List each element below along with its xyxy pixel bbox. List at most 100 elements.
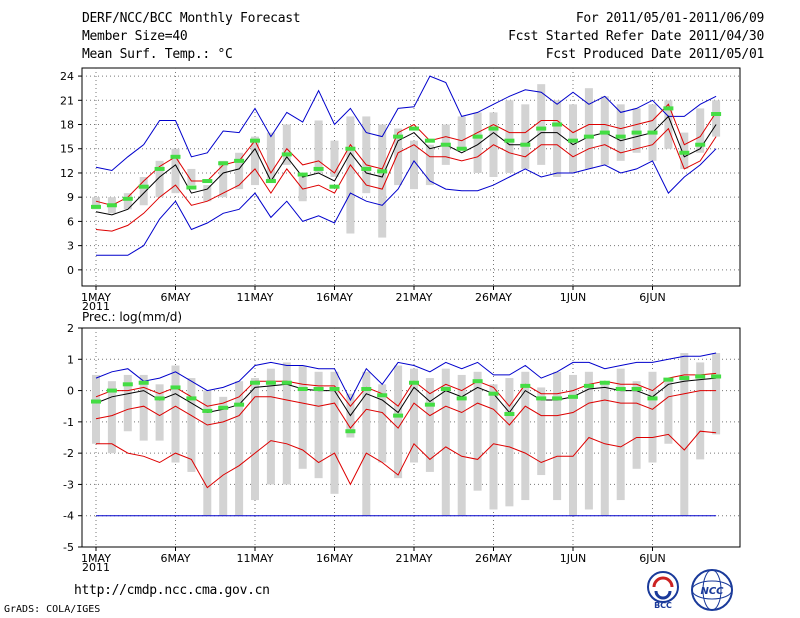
- lower-spread-line: [95, 127, 717, 232]
- ensemble-box: [139, 177, 148, 206]
- ensemble-box: [712, 353, 721, 435]
- ensemble-box: [219, 160, 228, 198]
- median-marker: [393, 413, 404, 418]
- ensemble-box: [712, 100, 721, 137]
- ensemble-box: [489, 384, 498, 510]
- ensemble-box: [378, 384, 387, 463]
- median-marker: [218, 405, 229, 410]
- member-size-label: Member Size=40: [82, 29, 188, 44]
- median-marker: [568, 138, 578, 143]
- x-tick-label: 16MAY: [316, 291, 353, 304]
- ensemble-box: [569, 374, 577, 516]
- x-tick-label: 26MAY: [475, 291, 512, 304]
- median-marker: [647, 130, 658, 135]
- median-marker: [138, 184, 149, 189]
- median-marker: [631, 130, 642, 135]
- panel1-year-label: 2011: [82, 300, 110, 313]
- ensemble-box: [330, 140, 339, 177]
- temperature-chart: 2011 0 3 6 9 12 15 18 21 24 1MAY 6MAY 11MAY 16MAY 21M…: [60, 67, 741, 313]
- ensemble-box: [266, 368, 275, 485]
- ensemble-box: [362, 116, 371, 194]
- min-line: [96, 148, 717, 256]
- ensemble-box: [473, 112, 482, 173]
- ensemble-box: [282, 362, 291, 485]
- ensemble-box: [155, 384, 164, 441]
- ensemble-box: [664, 100, 673, 149]
- ensemble-box: [584, 88, 593, 169]
- x-tick-label: 6MAY: [161, 291, 191, 304]
- median-marker: [504, 412, 515, 417]
- median-marker: [91, 204, 101, 209]
- y-tick-label: -4: [63, 510, 74, 523]
- x-tick-label: 21MAY: [396, 291, 433, 304]
- ensemble-box: [600, 381, 609, 516]
- ensemble-box: [553, 100, 562, 177]
- source-url[interactable]: http://cmdp.ncc.cma.gov.cn: [74, 583, 270, 598]
- y-tick-label: 0: [67, 385, 74, 398]
- max-line: [95, 75, 717, 172]
- median-marker: [202, 179, 213, 184]
- median-marker: [599, 380, 610, 385]
- ensemble-box: [696, 108, 705, 153]
- median-marker: [711, 374, 722, 379]
- ensemble-box: [394, 365, 403, 479]
- ensemble-box: [123, 374, 132, 432]
- median-marker: [409, 126, 419, 131]
- y-tick-label: 21: [60, 94, 74, 107]
- ensemble-box: [632, 108, 641, 153]
- ensemble-box: [171, 365, 180, 463]
- median-marker: [234, 402, 245, 407]
- median-marker: [106, 203, 117, 208]
- ensemble-box: [235, 152, 244, 190]
- ensemble-box: [251, 378, 259, 501]
- y-tick-label: 15: [60, 143, 74, 156]
- ensemble-box: [314, 371, 323, 479]
- ensemble-box: [92, 197, 100, 210]
- median-marker: [615, 134, 626, 139]
- median-marker: [424, 402, 435, 407]
- ensemble-box: [680, 132, 689, 169]
- ensemble-box: [425, 378, 434, 472]
- bcc-logo: BCC: [641, 570, 685, 610]
- x-tick-label: 6JUN: [639, 291, 666, 304]
- ensemble-box: [187, 378, 196, 472]
- median-marker: [583, 383, 594, 388]
- ensemble-box: [537, 387, 546, 476]
- median-marker: [138, 380, 149, 385]
- forecast-period: For 2011/05/01-2011/06/09: [575, 11, 764, 26]
- median-marker: [472, 134, 483, 139]
- median-marker: [234, 158, 245, 163]
- median-marker: [186, 185, 197, 190]
- x-tick-label: 11MAY: [237, 291, 274, 304]
- median-marker: [552, 396, 563, 401]
- median-marker: [329, 184, 340, 189]
- y-tick-label: 1: [67, 353, 74, 366]
- plot-frame: [81, 327, 741, 548]
- y-tick-label: -1: [63, 416, 74, 429]
- max-line: [95, 352, 717, 402]
- ensemble-box: [616, 104, 625, 161]
- ensemble-box: [410, 140, 418, 190]
- ensemble-box: [584, 371, 593, 510]
- median-marker: [297, 172, 308, 177]
- median-marker: [583, 134, 594, 139]
- x-tick-label: 11MAY: [237, 552, 274, 565]
- ensemble-box: [457, 374, 466, 516]
- median-marker: [647, 396, 658, 401]
- median-marker: [440, 387, 451, 392]
- x-tick-label: 16MAY: [316, 552, 353, 565]
- median-marker: [297, 387, 308, 392]
- median-marker: [393, 134, 404, 139]
- upper-spread-line: [95, 103, 717, 206]
- ensemble-box: [219, 396, 228, 516]
- ensemble-box: [92, 374, 100, 444]
- median-marker: [122, 196, 133, 201]
- ensemble-box: [298, 365, 307, 469]
- median-marker: [313, 166, 324, 171]
- median-marker: [377, 393, 388, 398]
- median-marker: [170, 154, 181, 159]
- ensemble-box: [266, 132, 275, 182]
- median-marker: [122, 382, 133, 387]
- median-marker: [361, 387, 372, 392]
- ensemble-box: [123, 193, 132, 210]
